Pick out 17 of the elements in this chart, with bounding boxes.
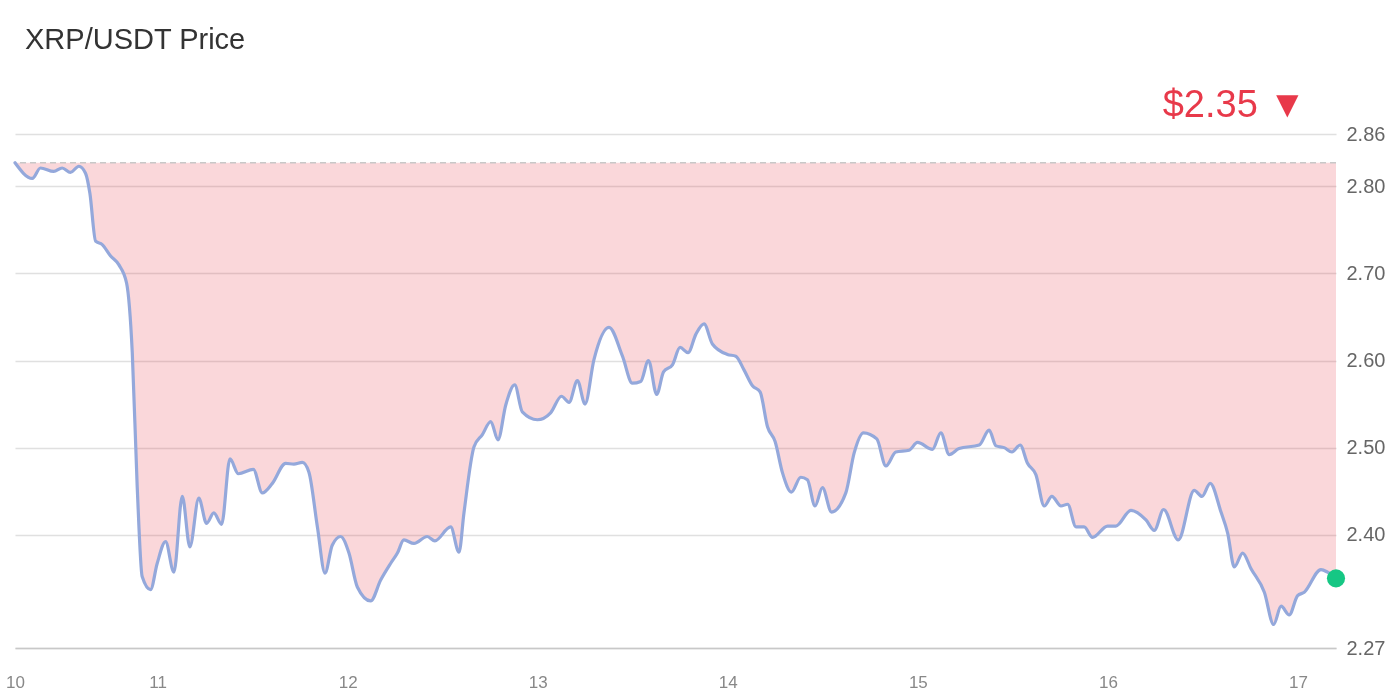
chart-title: XRP/USDT Price — [25, 23, 246, 55]
x-tick-label: 10 — [6, 672, 25, 692]
x-tick-label: 16 — [1098, 672, 1118, 692]
y-tick-label: 2.80 — [1346, 174, 1386, 197]
x-tick-label: 14 — [718, 672, 738, 692]
x-tick-label: 11 — [149, 672, 167, 692]
y-tick-label: 2.27 — [1346, 636, 1386, 659]
y-tick-label: 2.86 — [1346, 122, 1386, 145]
y-tick-label: 2.50 — [1346, 436, 1386, 459]
y-tick-label: 2.60 — [1346, 349, 1386, 372]
x-tick-label: 17 — [1289, 672, 1308, 692]
y-tick-label: 2.70 — [1346, 261, 1386, 284]
x-tick-label: 13 — [528, 672, 548, 692]
y-tick-label: 2.40 — [1346, 523, 1386, 546]
x-tick-label: 15 — [908, 672, 928, 692]
text: $2.35 ▼ — [1162, 83, 1306, 125]
x-tick-label: 12 — [338, 672, 358, 692]
